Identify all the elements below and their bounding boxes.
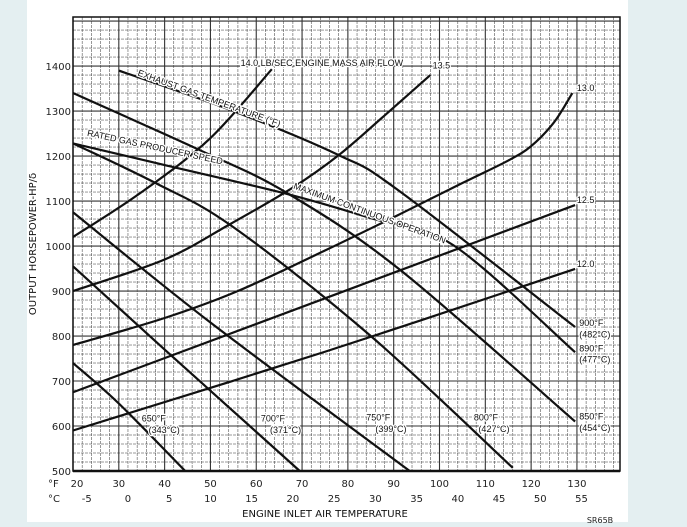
x-tick-label-c: 20 [287,494,300,505]
grid [72,17,620,472]
curve-label: (477°C) [579,355,610,365]
x-tick-label-c: 35 [410,494,423,505]
series-line-temp [72,362,187,472]
x-tick-label-c: 40 [451,494,464,505]
y-tick-label: 1000 [46,242,71,253]
curve-label: (427°C) [478,424,509,434]
curve-label: 650°F [142,414,167,424]
x-tick-label-f: 20 [71,479,84,490]
curve-label: (482°C) [579,329,610,339]
y-tick-label: 1400 [46,62,71,73]
curve-label: 850°F [579,412,604,422]
y-tick-label: 1100 [46,197,71,208]
celsius-unit-label: °C [48,494,60,505]
plot-frame [72,16,621,472]
series-lines [72,68,576,472]
curve-label: EXHAUST GAS TEMPERATURE (°F) [136,68,281,129]
x-tick-label-f: 40 [158,479,171,490]
y-axis-label: OUTPUT HORSEPOWER-HP/δ [28,173,39,315]
curve-label: (399°C) [375,424,406,434]
curve-label: 900°F [579,318,604,328]
x-tick-label-f: 90 [387,479,400,490]
curve-label: (371°C) [270,425,301,435]
y-tick-label: 600 [52,422,71,433]
x-tick-label-c: -5 [82,494,92,505]
curve-label: 12.0 [577,259,595,269]
y-tick-label: 800 [52,332,71,343]
x-tick-label-f: 130 [567,479,586,490]
series-line-temp [72,142,514,469]
x-tick-label-c: 5 [166,494,172,505]
series-line-temp [72,92,576,423]
y-tick-label: 700 [52,377,71,388]
x-tick-label-c: 25 [328,494,341,505]
series-line-airflow [72,267,576,432]
series-line-temp [118,69,576,328]
curve-label: 14.0 LB/SEC ENGINE MASS AIR FLOW [241,58,404,68]
x-tick-label-c: 55 [575,494,588,505]
x-axis-label: ENGINE INLET AIR TEMPERATURE [242,509,408,520]
series-line-airflow [72,204,576,394]
x-tick-label-c: 30 [369,494,382,505]
curve-label: 800°F [474,413,499,423]
curve-label: 750°F [366,413,391,423]
x-tick-label-c: 45 [493,494,506,505]
series-line-limit [72,142,576,354]
x-tick-label-f: 60 [250,479,263,490]
curve-label: 13.0 [577,83,595,93]
series-line-airflow [72,68,273,238]
figure-id: SR65B [587,516,613,525]
x-tick-label-c: 10 [204,494,217,505]
curve-label: 13.5 [433,60,451,70]
curve-label: 12.5 [577,195,595,205]
x-tick-label-f: 80 [342,479,355,490]
y-tick-label: 1200 [46,152,71,163]
y-tick-label: 900 [52,287,71,298]
y-tick-label: 1300 [46,107,71,118]
x-tick-label-f: 100 [430,479,449,490]
x-tick-label-f: 110 [476,479,495,490]
series-line-temp [72,211,411,472]
x-tick-label-f: 120 [522,479,541,490]
curve-label: 890°F [579,343,604,353]
x-tick-label-f: 50 [204,479,217,490]
y-tick-label: 500 [52,467,71,478]
x-tick-label-c: 50 [534,494,547,505]
x-tick-label-c: 0 [125,494,131,505]
curve-label: (454°C) [579,423,610,433]
curve-label: 700°F [261,414,286,424]
x-tick-label-f: 30 [112,479,125,490]
x-tick-label-c: 15 [245,494,258,505]
fahrenheit-unit-label: °F [48,479,59,490]
curve-label: MAXIMUM CONTINUOUS OPERATION [292,181,447,246]
curve-label: (343°C) [149,425,180,435]
x-tick-label-f: 70 [296,479,309,490]
series-line-temp [72,265,301,472]
